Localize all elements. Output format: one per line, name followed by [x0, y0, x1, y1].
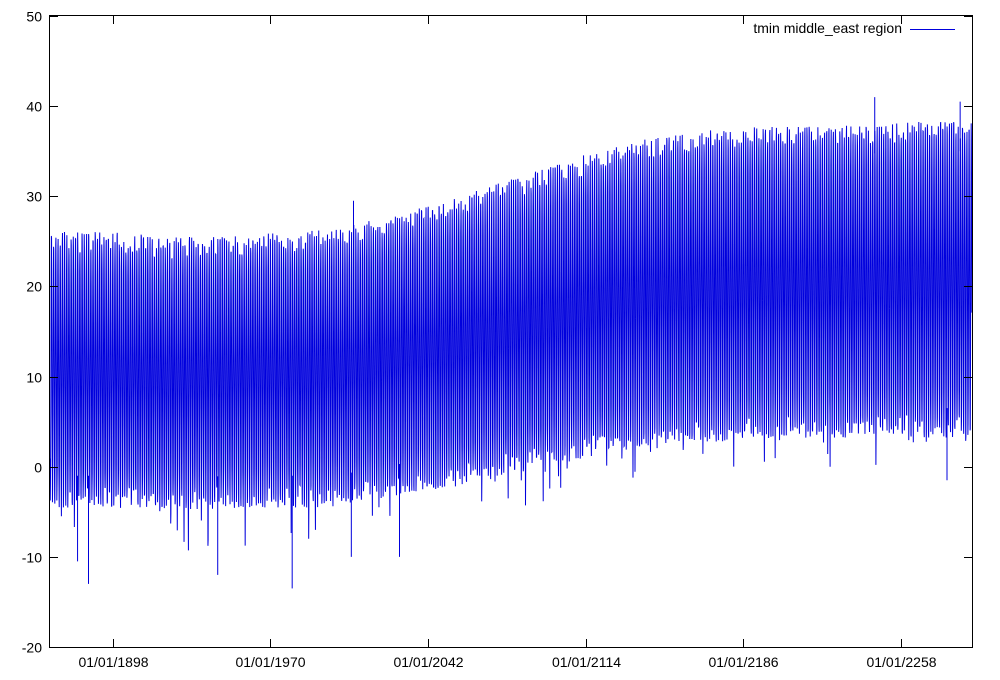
y-tick-label: -20: [22, 640, 42, 656]
y-tick-label: 0: [34, 460, 42, 476]
plot-series: [49, 97, 973, 589]
y-tick-label: 20: [26, 279, 42, 295]
legend: tmin middle_east region: [753, 20, 955, 36]
x-tick-label: 01/01/1970: [235, 654, 305, 670]
x-tick-label: 01/01/2186: [708, 654, 778, 670]
x-tick-label: 01/01/1898: [78, 654, 148, 670]
y-tick-label: 30: [26, 189, 42, 205]
y-axis: -20 -10 0 10 20 30 40 50: [22, 9, 972, 656]
x-tick-label: 01/01/2114: [552, 654, 621, 670]
legend-label: tmin middle_east region: [753, 20, 902, 36]
y-tick-label: -10: [22, 550, 42, 566]
x-tick-label: 01/01/2042: [393, 654, 463, 670]
x-tick-label: 01/01/2258: [866, 654, 936, 670]
plot-frame: [49, 15, 973, 648]
y-tick-label: 50: [26, 9, 42, 25]
y-tick-label: 40: [26, 99, 42, 115]
y-tick-label: 10: [26, 370, 42, 386]
series-line: [49, 121, 973, 551]
x-axis: 01/01/1898 01/01/1970 01/01/2042 01/01/2114…: [78, 16, 937, 670]
